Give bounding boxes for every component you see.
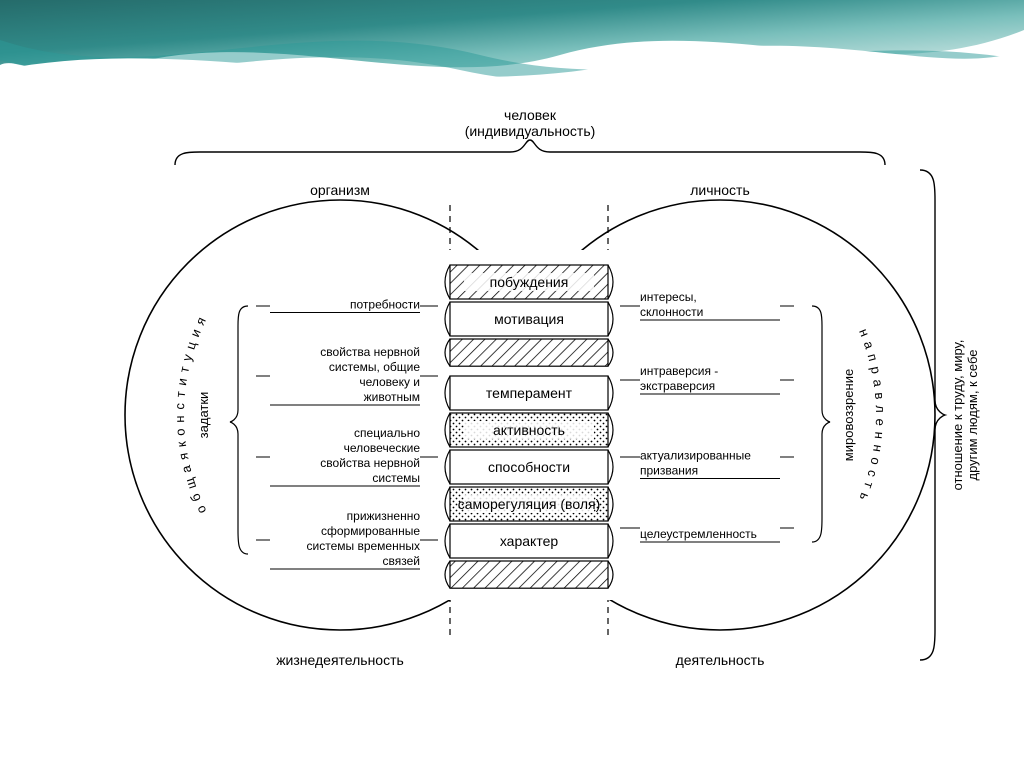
center-box-sep1	[445, 339, 613, 366]
bottom-right-label: деятельность	[676, 652, 765, 668]
svg-text:прижизненно: прижизненно	[347, 509, 421, 523]
svg-text:склонности: склонности	[640, 305, 703, 319]
title-top-2: (индивидуальность)	[465, 123, 596, 139]
svg-text:свойства нервной: свойства нервной	[320, 345, 420, 359]
svg-text:интересы,: интересы,	[640, 290, 697, 304]
right-label-2: актуализированныепризвания	[620, 449, 794, 479]
svg-text:человеку и: человеку и	[359, 375, 420, 389]
center-box-label: темперамент	[486, 385, 573, 401]
svg-text:связей: связей	[383, 554, 420, 568]
svg-text:системы: системы	[372, 471, 420, 485]
center-box-harakter: характер	[445, 524, 613, 558]
svg-text:экстраверсия: экстраверсия	[640, 379, 715, 393]
svg-text:актуализированные: актуализированные	[640, 449, 751, 463]
heading-organism: организм	[310, 182, 370, 198]
svg-text:интраверсия -: интраверсия -	[640, 364, 718, 378]
center-box-temperament: темперамент	[445, 376, 613, 410]
svg-text:призвания: призвания	[640, 464, 698, 478]
right-label-3: целеустремленность	[620, 527, 794, 542]
header-wave	[0, 0, 1024, 95]
outer-right-line1: отношение к труду, миру,	[950, 340, 965, 491]
left-label-0: потребности	[256, 298, 438, 313]
svg-text:системы, общие: системы, общие	[329, 360, 420, 374]
vert-zadatki: задатки	[196, 392, 211, 439]
center-box-pobuzhdenia: побуждения	[445, 265, 613, 299]
right-labels-group: интересы,склонности интраверсия -экстраве…	[620, 290, 794, 542]
center-box-label: способности	[488, 459, 570, 475]
left-labels-group: потребностисвойства нервнойсистемы, общи…	[256, 298, 438, 570]
center-box-aktivnost: активность	[445, 413, 613, 447]
center-box-label: характер	[500, 533, 559, 549]
left-label-2: специальночеловеческиесвойства нервнойси…	[256, 426, 438, 486]
svg-text:системы временных: системы временных	[307, 539, 420, 553]
left-label-1: свойства нервнойсистемы, общиечеловеку и…	[256, 345, 438, 405]
title-top-1: человек	[504, 110, 557, 123]
svg-text:сформированные: сформированные	[321, 524, 420, 538]
outer-right-line2: другим людям, к себе	[965, 350, 980, 481]
svg-text:животным: животным	[364, 390, 420, 404]
svg-text:свойства нервной: свойства нервной	[320, 456, 420, 470]
outer-right-bracket: отношение к труду, миру, другим людям, к…	[920, 170, 980, 660]
vert-mirovozzrenie: мировоззрение	[841, 369, 856, 461]
center-box-label: мотивация	[494, 311, 564, 327]
arc-label-orientation: н а п р а в л е н н о с т ь	[856, 326, 888, 503]
center-stack: побуждения мотивация темперамент активность…	[445, 265, 613, 588]
svg-text:человеческие: человеческие	[344, 441, 421, 455]
center-box-motivacia: мотивация	[445, 302, 613, 336]
center-box-label: саморегуляция (воля)	[458, 496, 600, 512]
center-box-label: активность	[493, 422, 565, 438]
right-inner-bracket	[812, 306, 830, 542]
center-box-sposobnosti: способности	[445, 450, 613, 484]
svg-text:специально: специально	[354, 426, 420, 440]
left-label-3: прижизненносформированныесистемы временн…	[256, 509, 438, 569]
right-label-0: интересы,склонности	[620, 290, 794, 320]
left-inner-bracket	[230, 306, 248, 554]
center-box-samoreg: саморегуляция (воля)	[445, 487, 613, 521]
bottom-left-label: жизнедеятельность	[276, 652, 404, 668]
top-bracket: человек (индивидуальность)	[175, 110, 885, 165]
svg-text:потребности: потребности	[350, 298, 420, 312]
individuality-diagram: человек (индивидуальность) организм личн…	[80, 110, 980, 710]
right-label-1: интраверсия -экстраверсия	[620, 364, 794, 394]
center-box-label: побуждения	[490, 274, 569, 290]
heading-personality: личность	[690, 182, 750, 198]
svg-text:целеустремленность: целеустремленность	[640, 527, 757, 541]
center-box-sep2	[445, 561, 613, 588]
